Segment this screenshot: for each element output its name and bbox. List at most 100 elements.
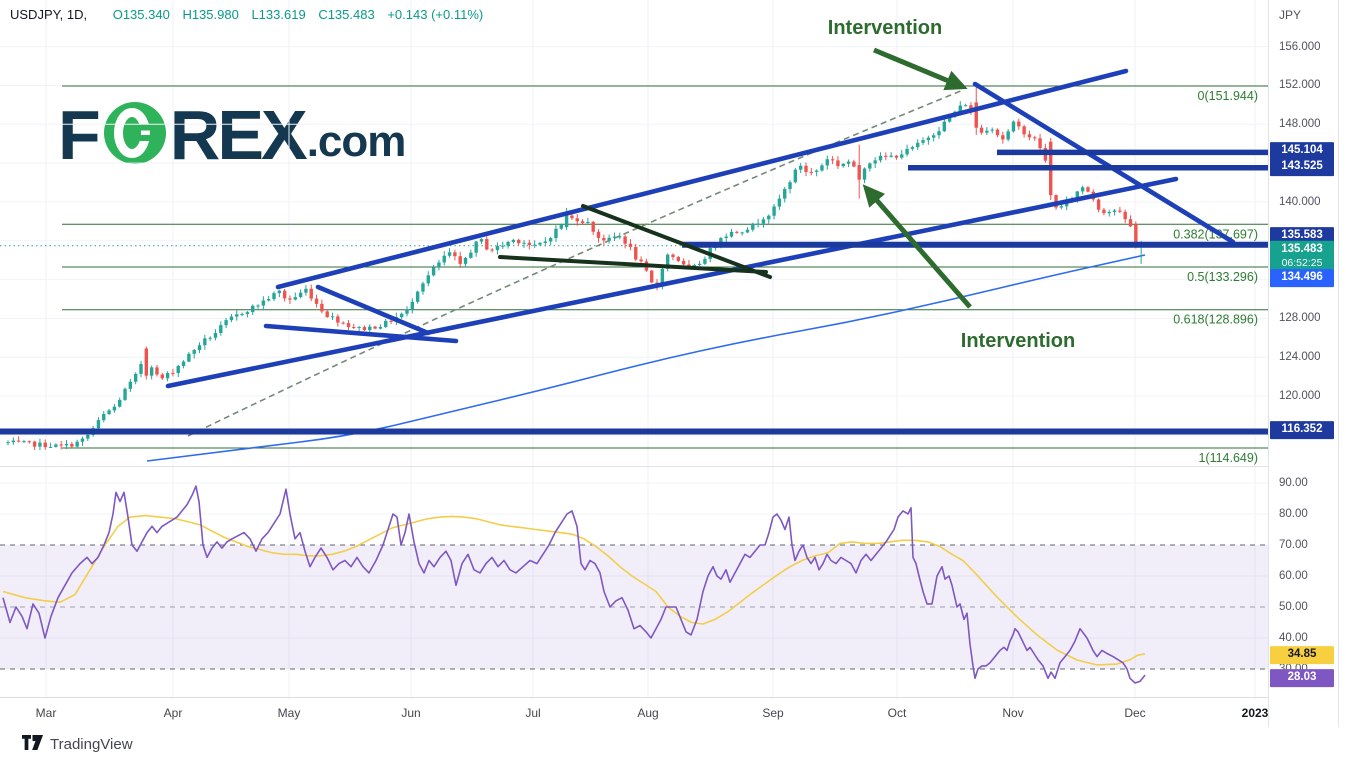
time-scale[interactable]: Mar Apr May Jun Jul Aug Sep Oct Nov Dec 2023 bbox=[0, 697, 1268, 728]
intervention-label-top[interactable]: Intervention bbox=[827, 17, 943, 39]
candle-body bbox=[251, 305, 255, 313]
axis-tick-label: 120.000 bbox=[1279, 390, 1321, 403]
candle-body bbox=[527, 242, 532, 246]
axis-tick-label: 60.00 bbox=[1279, 570, 1308, 582]
candle-body bbox=[681, 260, 686, 265]
month-label: Dec bbox=[1124, 706, 1146, 720]
candle-body bbox=[266, 299, 271, 301]
dashed-trend-path bbox=[187, 89, 964, 437]
candle-body bbox=[532, 244, 537, 246]
candle-body bbox=[59, 444, 63, 446]
candle-body bbox=[75, 441, 79, 447]
candle-body bbox=[809, 171, 814, 173]
candle-body bbox=[1112, 210, 1117, 212]
candle-body bbox=[857, 165, 861, 180]
candle-body bbox=[671, 254, 675, 257]
axis-currency-label: JPY bbox=[1279, 8, 1302, 22]
rsi-band bbox=[0, 544, 1268, 670]
candle-body bbox=[86, 434, 90, 439]
intervention-arrows[interactable] bbox=[862, 47, 972, 309]
candle-body bbox=[612, 236, 617, 238]
candle-body bbox=[304, 288, 308, 293]
trendline bbox=[315, 284, 431, 336]
candle-body bbox=[330, 316, 335, 318]
candle-body bbox=[96, 420, 101, 429]
candle-body bbox=[985, 130, 989, 133]
fib-label: 0.5(133.296) bbox=[1187, 270, 1258, 284]
forex-com-watermark: F REX .com bbox=[58, 100, 407, 170]
candle-body bbox=[415, 291, 420, 302]
candle-body bbox=[389, 320, 393, 322]
symbol-legend: USDJPY, 1D, O135.340 H135.980 L133.619 C… bbox=[10, 7, 492, 22]
month-label: May bbox=[277, 706, 301, 720]
candle-body bbox=[602, 237, 606, 241]
price-scale[interactable]: JPY 156.000 152.000 148.000 140.000 128.000 1… bbox=[1268, 0, 1339, 727]
candle-body bbox=[995, 129, 1000, 136]
candle-body bbox=[511, 239, 516, 242]
axis-tick-label: 40.00 bbox=[1279, 632, 1308, 644]
candle-body bbox=[187, 353, 191, 362]
axis-tick-label: 80.00 bbox=[1279, 508, 1308, 520]
candle-body bbox=[357, 327, 361, 329]
candle-body bbox=[628, 243, 633, 248]
month-label: Apr bbox=[163, 706, 183, 720]
chart-canvas[interactable]: 0(151.944) 0.382(137.697) 0.5(133.296) 0.61… bbox=[0, 0, 1268, 697]
candle-body bbox=[70, 443, 74, 447]
candle-body bbox=[793, 169, 798, 183]
candle-body bbox=[128, 381, 133, 389]
candle-body bbox=[554, 228, 558, 239]
candle-body bbox=[426, 275, 430, 284]
tradingview-logo-icon[interactable] bbox=[22, 734, 43, 755]
candle-body bbox=[1011, 121, 1016, 132]
candle-body bbox=[979, 127, 984, 133]
candle-body bbox=[64, 443, 69, 446]
tradingview-brand-text[interactable]: TradingView bbox=[50, 736, 133, 753]
candle-body bbox=[495, 246, 500, 251]
candle-body bbox=[522, 242, 526, 244]
candle-body bbox=[687, 264, 691, 267]
legend-low: L133.619 bbox=[251, 7, 306, 22]
candle-body bbox=[830, 159, 835, 161]
candle-body bbox=[102, 414, 106, 421]
candle-body bbox=[990, 129, 994, 131]
candle-body bbox=[139, 363, 143, 374]
candle-body bbox=[719, 238, 723, 246]
candle-body bbox=[43, 442, 47, 448]
candle-body bbox=[772, 206, 776, 216]
legend-symbol[interactable]: USDJPY, 1D, bbox=[10, 7, 88, 22]
intervention-label-bottom[interactable]: Intervention bbox=[960, 330, 1076, 352]
rsi-line bbox=[2, 485, 1146, 684]
candle-body bbox=[814, 170, 819, 172]
dashed-trendline[interactable] bbox=[187, 89, 964, 437]
candle-body bbox=[485, 239, 489, 250]
candle-body bbox=[889, 155, 893, 157]
month-label: Jun bbox=[401, 706, 421, 720]
watermark-dot-com: .com bbox=[306, 117, 407, 166]
candle-body bbox=[1080, 187, 1085, 192]
legend-open: O135.340 bbox=[112, 7, 170, 22]
fib-retracement[interactable]: 0(151.944) 0.382(137.697) 0.5(133.296) 0.61… bbox=[0, 85, 1268, 465]
candle-body bbox=[735, 231, 739, 233]
pennant-lines[interactable] bbox=[498, 204, 772, 279]
candle-body bbox=[1001, 135, 1005, 140]
candle-body bbox=[894, 155, 899, 158]
candle-body bbox=[421, 283, 425, 292]
candle-body bbox=[469, 252, 473, 258]
candle-body bbox=[846, 161, 851, 164]
trendlines[interactable] bbox=[0, 68, 1268, 435]
candle-body bbox=[575, 218, 579, 222]
candle-body bbox=[314, 298, 319, 304]
candle-body bbox=[729, 231, 734, 237]
candle-body bbox=[453, 252, 457, 257]
candle-body bbox=[362, 327, 367, 331]
trendline bbox=[165, 176, 1179, 389]
candle-body bbox=[937, 131, 941, 136]
candle-body bbox=[607, 237, 611, 241]
candle-body bbox=[490, 249, 494, 251]
candle-body bbox=[176, 365, 180, 374]
candle-body bbox=[447, 252, 452, 256]
candle-body bbox=[570, 215, 574, 219]
candle-body bbox=[229, 316, 234, 321]
candle-body bbox=[16, 440, 21, 442]
axis-tick-label: 140.000 bbox=[1279, 195, 1321, 208]
